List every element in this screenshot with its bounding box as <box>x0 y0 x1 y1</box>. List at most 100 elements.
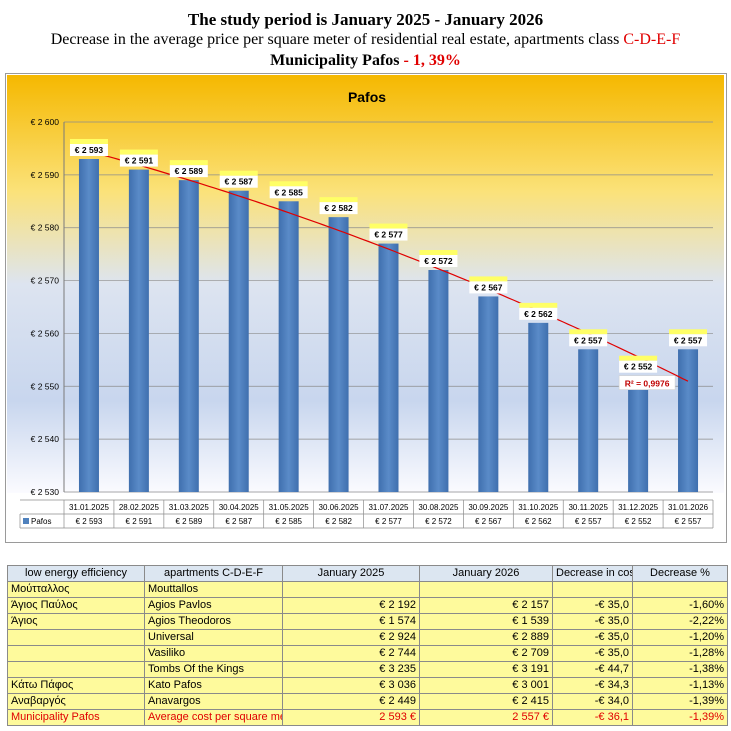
table-cell: € 2 709 <box>419 645 553 662</box>
data-label: € 2 593 <box>75 145 104 155</box>
data-label-highlight <box>519 302 558 308</box>
x-category-label: 30.08.2025 <box>418 503 459 512</box>
y-tick-label: € 2 540 <box>31 434 60 444</box>
bar <box>178 180 199 492</box>
table-row: Άγιος Παύλος Agios Pavlos € 2 192 € 2 157 -€… <box>7 597 728 614</box>
table-cell: -1,39% <box>632 693 728 710</box>
x-category-label: 31.01.2025 <box>69 503 110 512</box>
data-label-box <box>219 175 258 188</box>
table-cell: € 3 235 <box>282 661 420 678</box>
table-cell: -1,20% <box>632 629 728 646</box>
data-label-highlight <box>619 355 658 361</box>
legend-swatch <box>23 518 29 524</box>
data-label-box <box>569 334 608 347</box>
table-cell: € 1 574 <box>282 613 420 630</box>
data-table-value: € 2 585 <box>275 517 302 526</box>
table-cell: Άγιος <box>7 613 145 630</box>
bar <box>128 169 149 493</box>
table-cell: January 2025 <box>282 565 420 582</box>
data-table-value: € 2 582 <box>325 517 352 526</box>
table-cell <box>632 581 728 598</box>
y-tick-label: € 2 550 <box>31 381 60 391</box>
data-table-value: € 2 557 <box>675 517 702 526</box>
chart-svg: Pafos R² = 0,9976 € 2 593 € 2 591 € 2 589 €… <box>7 75 724 529</box>
data-table-value: € 2 577 <box>375 517 402 526</box>
table-cell: Vasiliko <box>144 645 283 662</box>
table-cell: -€ 35,0 <box>552 613 633 630</box>
table-row: Tombs Of the Kings € 3 235 € 3 191 -€ 44,7-… <box>7 661 728 678</box>
data-label: € 2 557 <box>574 335 603 345</box>
table-row: Universal € 2 924 € 2 889 -€ 35,0 -1,20% <box>7 629 728 646</box>
data-label-box <box>69 144 108 156</box>
table-cell <box>419 581 553 598</box>
data-label: € 2 567 <box>474 282 503 292</box>
table-total-row: Municipality Pafos Average cost per squar… <box>7 709 728 726</box>
table-cell: € 3 001 <box>419 677 553 694</box>
data-label-highlight <box>469 276 508 282</box>
data-table-value: € 2 591 <box>126 517 153 526</box>
table-cell: -1,39% <box>632 709 728 726</box>
y-tick-label: € 2 530 <box>31 487 60 497</box>
r-squared-label: R² = 0,9976 <box>625 379 670 389</box>
data-table-value: € 2 552 <box>625 517 652 526</box>
bar <box>78 159 99 492</box>
table-cell: Tombs Of the Kings <box>144 661 283 678</box>
x-category-label: 31.12.2025 <box>618 503 659 512</box>
table-cell: -€ 35,0 <box>552 645 633 662</box>
bar <box>228 190 249 492</box>
data-table-value: € 2 562 <box>525 517 552 526</box>
table-cell: 2 593 € <box>282 709 420 726</box>
chart-title: Pafos <box>348 89 386 105</box>
y-tick-label: € 2 580 <box>31 223 60 233</box>
table-cell: -1,38% <box>632 661 728 678</box>
table-cell: Kato Pafos <box>144 677 283 694</box>
bar <box>478 296 499 492</box>
table-cell: € 2 744 <box>282 645 420 662</box>
table-cell: Κάτω Πάφος <box>7 677 145 694</box>
data-label-box <box>369 228 408 241</box>
table-cell: Universal <box>144 629 283 646</box>
data-label-highlight <box>219 170 258 176</box>
price-chart: Pafos R² = 0,9976 € 2 593 € 2 591 € 2 589 €… <box>5 73 727 543</box>
apartment-class: C-D-E-F <box>623 31 681 48</box>
table-cell: € 2 924 <box>282 629 420 646</box>
table-cell: € 2 449 <box>282 693 420 710</box>
bar <box>278 201 299 492</box>
table-cell: apartments C-D-E-F <box>144 565 283 582</box>
study-period-title: The study period is January 2025 - Janua… <box>187 10 544 29</box>
district-price-table: low energy efficiency apartments C-D-E-F J… <box>7 565 728 726</box>
data-label: € 2 587 <box>225 177 254 187</box>
table-cell: € 3 036 <box>282 677 420 694</box>
table-cell: January 2026 <box>419 565 553 582</box>
bar <box>378 243 399 492</box>
table-cell: Agios Theodoros <box>144 613 283 630</box>
x-category-label: 31.10.2025 <box>518 503 559 512</box>
data-table-value: € 2 589 <box>175 517 202 526</box>
table-cell: € 2 192 <box>282 597 420 614</box>
data-label-highlight <box>119 149 158 155</box>
table-cell: -€ 34,0 <box>552 693 633 710</box>
table-cell: € 2 157 <box>419 597 553 614</box>
table-cell: € 1 539 <box>419 613 553 630</box>
data-table-value: € 2 572 <box>425 517 452 526</box>
table-cell: -€ 34,3 <box>552 677 633 694</box>
data-label-box <box>269 186 308 199</box>
chart-background <box>7 75 724 493</box>
municipality-heading: Municipality Pafos - 1, 39% <box>0 52 731 70</box>
municipality-change: - 1, 39% <box>399 52 461 69</box>
data-label-highlight <box>319 197 358 203</box>
r-squared-box <box>618 375 676 390</box>
subtitle-text: Decrease in the average price per square… <box>50 31 624 48</box>
data-label: € 2 591 <box>125 156 154 166</box>
data-label-highlight <box>569 329 608 335</box>
x-category-label: 30.04.2025 <box>219 503 260 512</box>
table-cell: -€ 35,0 <box>552 597 633 614</box>
table-cell: Άγιος Παύλος <box>7 597 145 614</box>
data-label-box <box>619 360 658 373</box>
table-cell <box>7 645 145 662</box>
data-label: € 2 589 <box>175 166 204 176</box>
data-label: € 2 552 <box>624 362 653 372</box>
table-row: Κάτω Πάφος Kato Pafos € 3 036 € 3 001 -€ 34,… <box>7 677 728 694</box>
x-category-label: 31.05.2025 <box>269 503 310 512</box>
data-table-value: € 2 567 <box>475 517 502 526</box>
